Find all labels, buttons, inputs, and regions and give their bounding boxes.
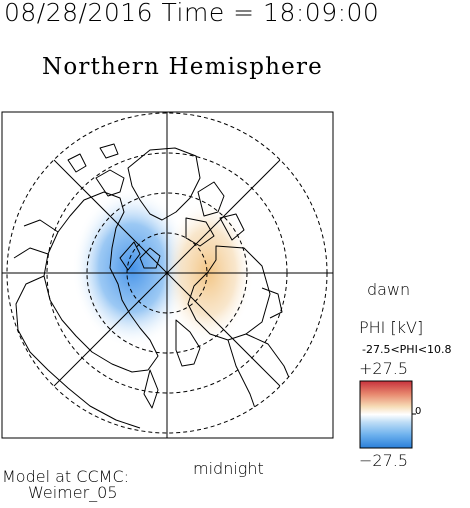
colorbar-min-label: −27.5 <box>359 451 409 470</box>
colorbar-zero-label: 0 <box>415 406 422 417</box>
hemisphere-title: Northern Hemisphere <box>42 54 323 80</box>
dawn-label: dawn <box>367 280 411 299</box>
colorbar-quantity-label: PHI [kV] <box>359 318 424 337</box>
colorbar <box>359 380 416 449</box>
pole-marker <box>165 271 169 275</box>
midnight-label: midnight <box>193 459 264 478</box>
model-source-line: Model at CCMC: <box>2 467 129 486</box>
colorbar-range-text: -27.5<PHI<10.8 <box>362 343 452 356</box>
colorbar-max-label: +27.5 <box>359 359 409 378</box>
plot-time-title: 08/28/2016 Time = 18:09:00 <box>4 0 380 27</box>
model-name: Weimer_05 <box>28 483 118 502</box>
dusk-potential-cell <box>72 188 192 348</box>
coastlines <box>13 143 311 429</box>
polar-map <box>1 111 334 439</box>
colorbar-gradient <box>359 380 413 449</box>
